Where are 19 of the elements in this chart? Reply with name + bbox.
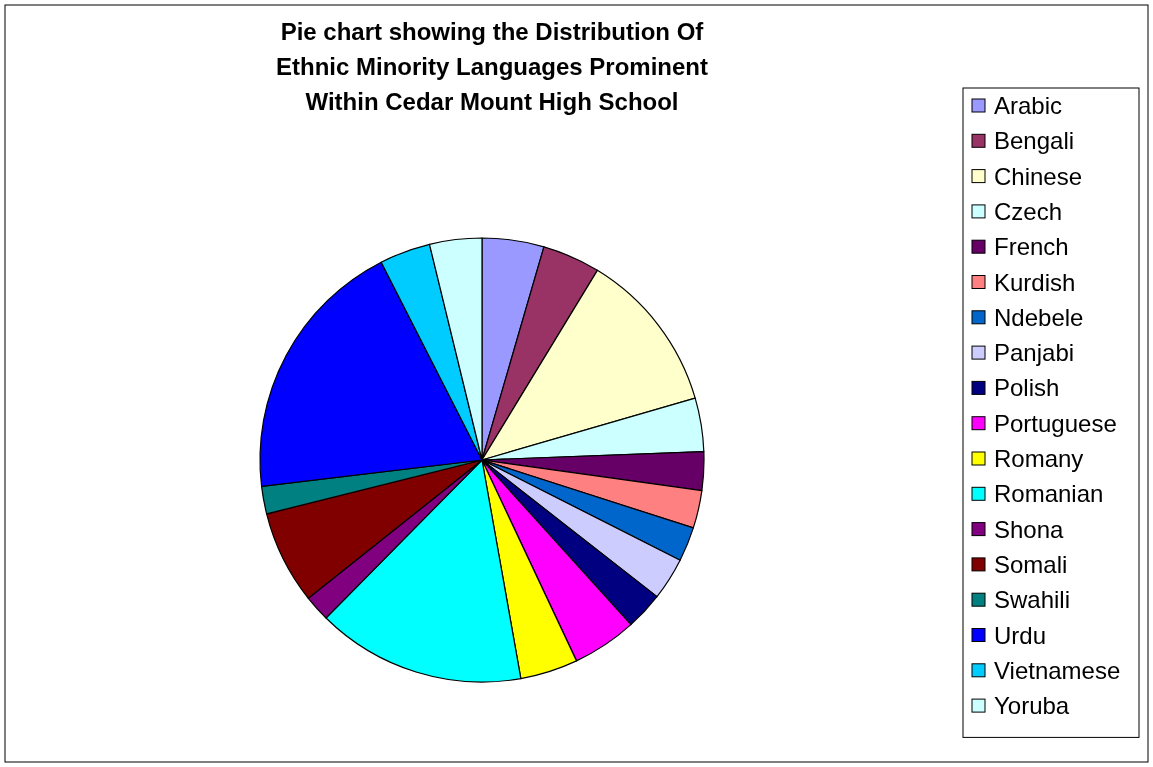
chart-title: Pie chart showing the Distribution Of Ethnic Minority Languages Prominent Within Cedar Mount High School	[275, 18, 709, 115]
legend-label: Arabic	[994, 92, 1063, 119]
legend-label: Kurdish	[994, 268, 1076, 296]
legend-label: Vietnamese	[994, 656, 1121, 684]
legend-label: Ndebele	[994, 303, 1084, 331]
legend-label: Bengali	[994, 127, 1075, 155]
legend-label: Romany	[994, 445, 1084, 472]
legend-label: French	[994, 233, 1069, 261]
legend-label: Urdu	[994, 621, 1047, 649]
legend-label: Panjabi	[994, 339, 1075, 367]
legend-label: Polish	[994, 374, 1060, 402]
legend-label: Swahili	[994, 586, 1071, 614]
legend-label: Romanian	[994, 480, 1104, 508]
legend-label: Chinese	[994, 162, 1083, 190]
legend-label: Somali	[994, 550, 1068, 578]
legend-label: Shona	[994, 515, 1065, 543]
legend-label: Czech	[994, 197, 1063, 225]
legend-label: Portuguese	[994, 409, 1117, 437]
legend-label: Yoruba	[994, 692, 1070, 720]
